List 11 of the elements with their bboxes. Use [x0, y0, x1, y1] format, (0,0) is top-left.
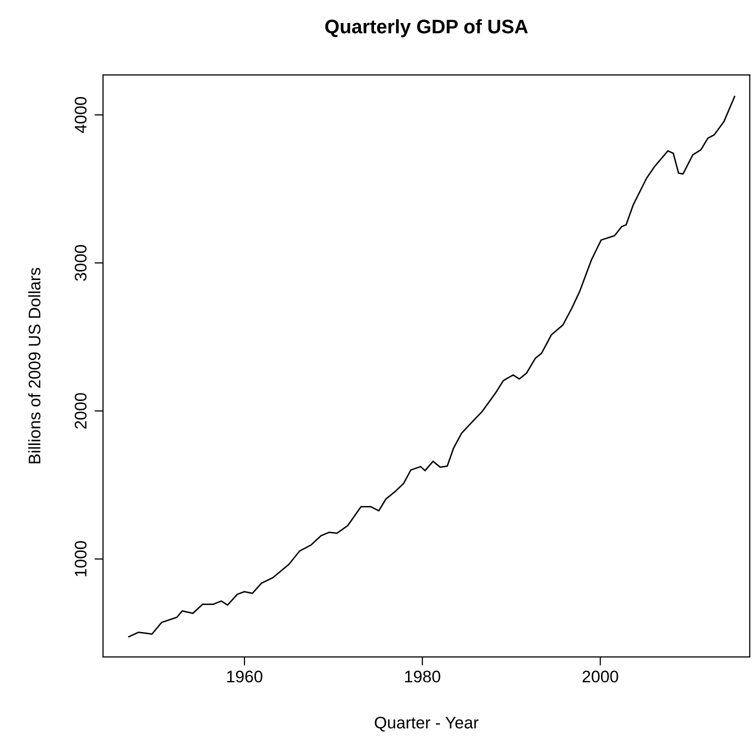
- y-tick-label: 2000: [74, 393, 87, 429]
- y-tick-label: 1000: [74, 541, 87, 576]
- line-series: [128, 96, 736, 638]
- chart-title: Quarterly GDP of USA: [325, 19, 528, 38]
- y-axis-title: Billions of 2009 US Dollars: [28, 268, 40, 464]
- x-tick-label: 1980: [405, 670, 440, 682]
- y-tick-label: 4000: [74, 97, 87, 134]
- x-tick-label: 2000: [582, 670, 618, 682]
- y-tick-label: 3000: [74, 245, 87, 281]
- x-axis-title: Quarter - Year: [374, 716, 478, 732]
- x-tick-label: 1960: [227, 670, 262, 682]
